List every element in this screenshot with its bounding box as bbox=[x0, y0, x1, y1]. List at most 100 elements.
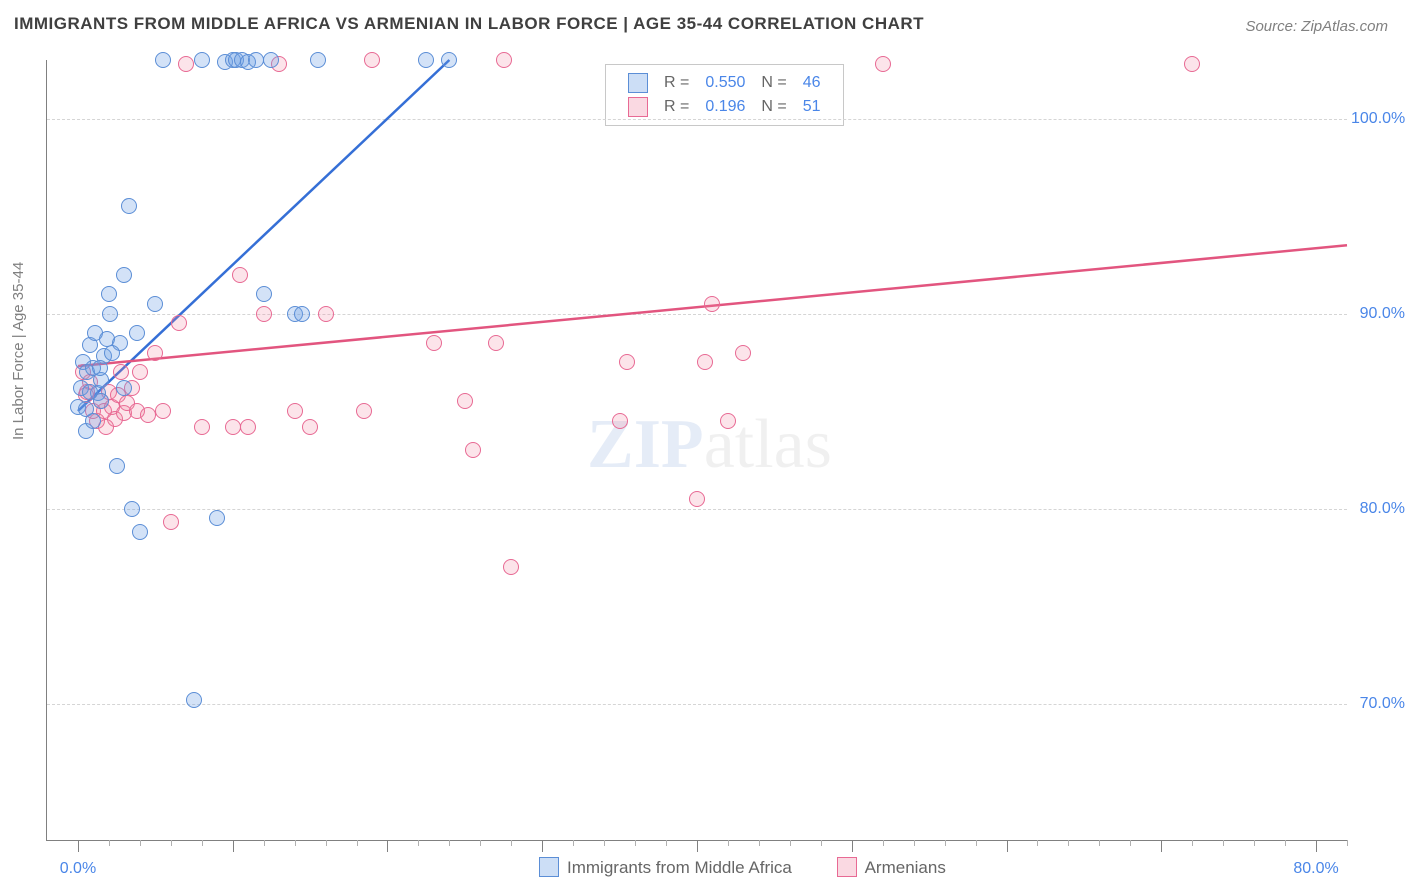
data-point-pink bbox=[240, 419, 256, 435]
x-tick-minor bbox=[326, 840, 327, 846]
data-point-pink bbox=[1184, 56, 1200, 72]
x-tick-minor bbox=[1285, 840, 1286, 846]
data-point-pink bbox=[132, 364, 148, 380]
x-tick-minor bbox=[171, 840, 172, 846]
x-tick-major bbox=[78, 840, 79, 852]
y-tick-label: 80.0% bbox=[1351, 500, 1405, 518]
y-tick-label: 90.0% bbox=[1351, 305, 1405, 323]
series-legend: Immigrants from Middle Africa Armenians bbox=[519, 857, 966, 878]
data-point-pink bbox=[457, 393, 473, 409]
data-point-blue bbox=[121, 198, 137, 214]
data-point-blue bbox=[418, 52, 434, 68]
y-tick-label: 100.0% bbox=[1351, 110, 1405, 128]
data-point-blue bbox=[129, 325, 145, 341]
data-point-blue bbox=[85, 413, 101, 429]
x-tick-minor bbox=[1223, 840, 1224, 846]
x-tick-minor bbox=[1192, 840, 1193, 846]
x-tick-minor bbox=[883, 840, 884, 846]
data-point-blue bbox=[155, 52, 171, 68]
y-tick-label: 70.0% bbox=[1351, 695, 1405, 713]
data-point-blue bbox=[116, 267, 132, 283]
data-point-blue bbox=[186, 692, 202, 708]
x-tick-minor bbox=[480, 840, 481, 846]
x-tick-minor bbox=[109, 840, 110, 846]
plot-area: ZIPatlas R =0.550 N =46 R =0.196 N =51 I… bbox=[46, 60, 1347, 841]
data-point-blue bbox=[147, 296, 163, 312]
data-point-pink bbox=[875, 56, 891, 72]
x-tick-minor bbox=[914, 840, 915, 846]
x-tick-major bbox=[1007, 840, 1008, 852]
data-point-pink bbox=[496, 52, 512, 68]
x-tick-minor bbox=[140, 840, 141, 846]
data-point-pink bbox=[720, 413, 736, 429]
x-tick-minor bbox=[1099, 840, 1100, 846]
x-tick-major bbox=[233, 840, 234, 852]
data-point-pink bbox=[178, 56, 194, 72]
data-point-pink bbox=[697, 354, 713, 370]
x-tick-minor bbox=[976, 840, 977, 846]
data-point-blue bbox=[294, 306, 310, 322]
data-point-blue bbox=[256, 286, 272, 302]
data-point-pink bbox=[704, 296, 720, 312]
data-point-pink bbox=[735, 345, 751, 361]
x-tick-major bbox=[1316, 840, 1317, 852]
x-tick-minor bbox=[821, 840, 822, 846]
data-point-blue bbox=[310, 52, 326, 68]
data-point-pink bbox=[232, 267, 248, 283]
x-tick-minor bbox=[1130, 840, 1131, 846]
x-tick-label: 80.0% bbox=[1293, 860, 1338, 878]
x-tick-minor bbox=[759, 840, 760, 846]
x-tick-minor bbox=[418, 840, 419, 846]
data-point-blue bbox=[132, 524, 148, 540]
data-point-blue bbox=[194, 52, 210, 68]
data-point-blue bbox=[102, 306, 118, 322]
data-point-blue bbox=[109, 458, 125, 474]
data-point-pink bbox=[426, 335, 442, 351]
x-tick-major bbox=[1161, 840, 1162, 852]
data-point-pink bbox=[256, 306, 272, 322]
x-tick-minor bbox=[511, 840, 512, 846]
data-point-blue bbox=[441, 52, 457, 68]
data-point-pink bbox=[465, 442, 481, 458]
data-point-pink bbox=[356, 403, 372, 419]
x-tick-minor bbox=[945, 840, 946, 846]
data-point-blue bbox=[116, 380, 132, 396]
data-point-pink bbox=[689, 491, 705, 507]
chart-title: IMMIGRANTS FROM MIDDLE AFRICA VS ARMENIA… bbox=[14, 14, 924, 34]
data-point-pink bbox=[163, 514, 179, 530]
data-point-pink bbox=[488, 335, 504, 351]
data-point-blue bbox=[82, 384, 98, 400]
trend-lines bbox=[47, 60, 1347, 840]
data-point-pink bbox=[171, 315, 187, 331]
data-point-blue bbox=[248, 52, 264, 68]
x-tick-label: 0.0% bbox=[60, 860, 96, 878]
data-point-pink bbox=[147, 345, 163, 361]
data-point-blue bbox=[124, 501, 140, 517]
data-point-pink bbox=[287, 403, 303, 419]
x-tick-minor bbox=[573, 840, 574, 846]
x-tick-minor bbox=[666, 840, 667, 846]
data-point-pink bbox=[503, 559, 519, 575]
data-point-blue bbox=[209, 510, 225, 526]
data-point-pink bbox=[619, 354, 635, 370]
data-point-pink bbox=[194, 419, 210, 435]
x-tick-major bbox=[852, 840, 853, 852]
data-point-pink bbox=[155, 403, 171, 419]
x-tick-minor bbox=[790, 840, 791, 846]
x-tick-minor bbox=[357, 840, 358, 846]
x-tick-major bbox=[387, 840, 388, 852]
series-pink-label: Armenians bbox=[865, 858, 946, 877]
x-tick-minor bbox=[449, 840, 450, 846]
data-point-blue bbox=[263, 52, 279, 68]
legend-swatch-blue-icon bbox=[539, 857, 559, 877]
source-attribution: Source: ZipAtlas.com bbox=[1245, 18, 1388, 35]
data-point-pink bbox=[225, 419, 241, 435]
data-point-blue bbox=[92, 360, 108, 376]
x-tick-minor bbox=[635, 840, 636, 846]
data-point-pink bbox=[612, 413, 628, 429]
x-tick-minor bbox=[202, 840, 203, 846]
x-tick-minor bbox=[264, 840, 265, 846]
x-tick-minor bbox=[295, 840, 296, 846]
x-tick-minor bbox=[1068, 840, 1069, 846]
x-tick-minor bbox=[604, 840, 605, 846]
